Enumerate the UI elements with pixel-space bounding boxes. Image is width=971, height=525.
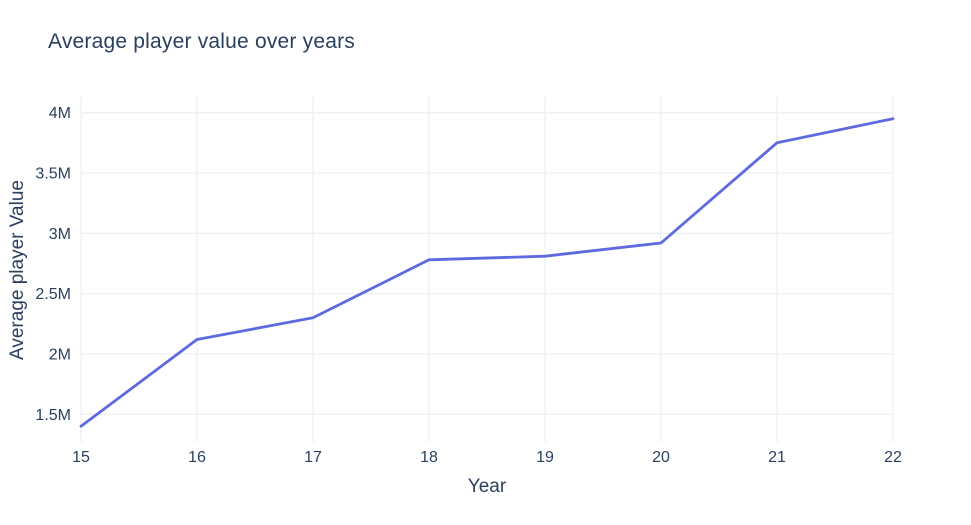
x-tick-label: 18 [420, 449, 438, 466]
x-tick-label: 17 [304, 449, 322, 466]
series-line[interactable] [79, 117, 895, 428]
y-tick-label: 2M [49, 346, 71, 363]
chart-title: Average player value over years [48, 30, 355, 53]
y-tick-label: 4M [49, 105, 71, 122]
x-tick-label: 15 [72, 449, 90, 466]
y-tick-label: 2.5M [35, 286, 71, 303]
y-tick-label: 3M [49, 226, 71, 243]
y-tick-label: 1.5M [35, 407, 71, 424]
x-tick-label: 16 [188, 449, 206, 466]
y-axis-title: Average player Value [7, 180, 28, 360]
x-tick-label: 21 [768, 449, 786, 466]
x-tick-label: 20 [652, 449, 670, 466]
x-tick-label: 19 [536, 449, 554, 466]
x-tick-label: 22 [884, 449, 902, 466]
y-tick-label: 3.5M [35, 165, 71, 182]
x-axis-title: Year [467, 476, 507, 497]
